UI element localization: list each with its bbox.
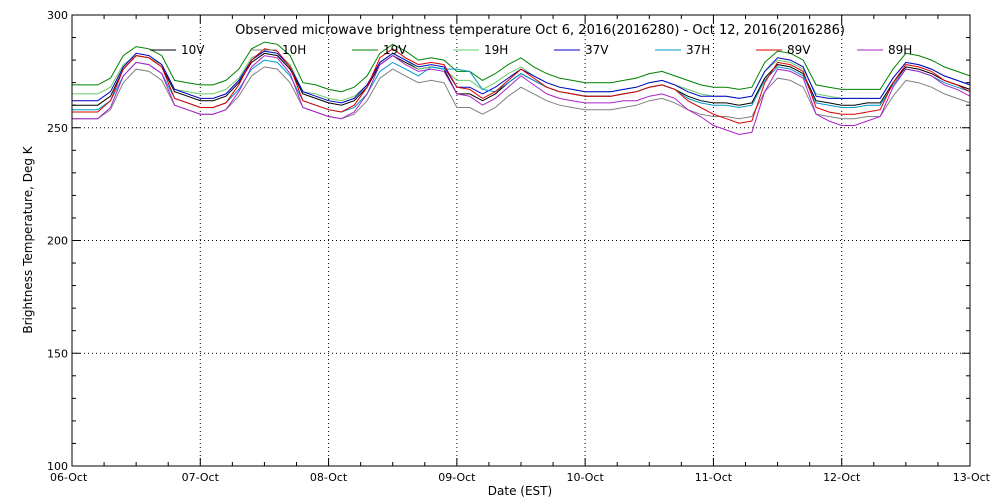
legend-label-19v: 19V (383, 43, 407, 57)
legend-label-37v: 37V (585, 43, 609, 57)
x-tick-label: 10-Oct (566, 471, 604, 484)
legend-label-89v: 89V (787, 43, 811, 57)
legend-label-10h: 10H (282, 43, 306, 57)
series-line-19v (72, 41, 971, 93)
grid (72, 15, 970, 466)
legend: 10V 10H 19V 19H 37V 37H 89V 89H (150, 43, 912, 57)
series-line-89h (72, 54, 971, 136)
x-tick-label: 11-Oct (695, 471, 733, 484)
x-tick-label: 06-Oct (50, 471, 88, 484)
x-tick-label: 13-Oct (953, 471, 991, 484)
legend-label-37h: 37H (686, 43, 710, 57)
y-tick-label: 150 (47, 347, 68, 360)
x-tick-label: 12-Oct (823, 471, 861, 484)
legend-label-19h: 19H (484, 43, 508, 57)
series-line-19h (72, 50, 971, 102)
x-tick-label: 09-Oct (438, 471, 476, 484)
legend-label-10v: 10V (181, 43, 205, 57)
x-axis-label: Date (EST) (488, 484, 552, 498)
ticks: 100 150 200 250 300 06-Oct 07-Oct 08-Oct 09-Oct 1… (47, 9, 991, 484)
x-tick-label: 08-Oct (310, 471, 348, 484)
series-line-89v (72, 48, 971, 124)
y-tick-label: 100 (47, 460, 68, 473)
x-tick-label: 07-Oct (182, 471, 220, 484)
y-tick-label: 250 (47, 122, 68, 135)
y-tick-label: 300 (47, 9, 68, 22)
series-layer (72, 41, 971, 136)
y-tick-label: 200 (47, 235, 68, 248)
legend-label-89h: 89H (888, 43, 912, 57)
y-axis-label: Brightness Temperature, Deg K (21, 145, 35, 333)
chart-title: Observed microwave brightness temperatur… (235, 23, 845, 38)
